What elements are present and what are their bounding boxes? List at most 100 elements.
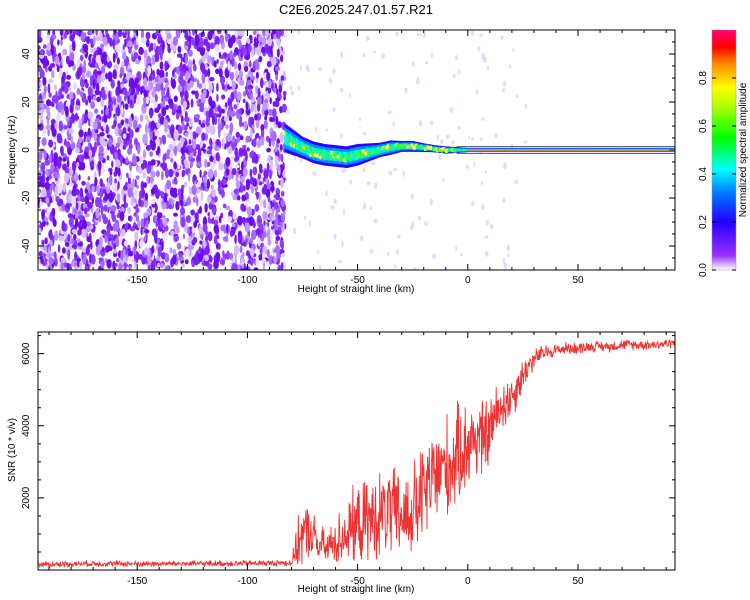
noise-cell	[262, 251, 265, 261]
noise-cell	[121, 188, 124, 198]
y-tick-label: -20	[21, 190, 32, 205]
noise-cell	[224, 32, 229, 43]
noise-cell	[118, 262, 122, 270]
noise-cell	[372, 50, 377, 54]
noise-cell	[163, 118, 168, 129]
noise-cell	[96, 96, 101, 103]
signal-cell	[553, 149, 555, 151]
noise-cell	[305, 64, 310, 70]
noise-cell	[197, 148, 202, 158]
signal-cell	[503, 149, 506, 151]
signal-cell	[591, 149, 594, 151]
noise-cell	[484, 250, 489, 257]
signal-cell	[576, 149, 578, 151]
noise-cell	[451, 140, 455, 145]
noise-cell	[65, 242, 70, 247]
noise-cell	[180, 216, 186, 228]
noise-cell	[266, 222, 270, 227]
noise-cell	[269, 97, 272, 105]
figure-title: C2E6.2025.247.01.57.R21	[279, 2, 433, 17]
noise-cell	[68, 194, 72, 204]
signal-cell	[456, 149, 458, 151]
noise-cell	[473, 161, 476, 168]
noise-cell	[99, 135, 105, 146]
noise-cell	[267, 196, 271, 203]
noise-cell	[55, 154, 58, 164]
noise-cell	[120, 233, 123, 243]
noise-cell	[211, 56, 215, 62]
noise-cell	[200, 94, 204, 100]
signal-cell	[325, 152, 327, 158]
noise-cell	[149, 139, 153, 147]
noise-cell	[333, 233, 337, 240]
noise-cell	[216, 82, 219, 92]
noise-cell	[200, 81, 207, 90]
noise-cell	[508, 64, 512, 70]
noise-cell	[424, 221, 428, 226]
snr-frame	[37, 331, 676, 571]
noise-cell	[470, 30, 474, 36]
signal-cell	[468, 149, 470, 151]
noise-cell	[164, 77, 168, 84]
noise-cell	[184, 140, 188, 146]
noise-cell	[180, 145, 186, 155]
noise-cell	[196, 161, 202, 168]
noise-cell	[172, 36, 178, 46]
noise-cell	[112, 52, 116, 63]
noise-cell	[101, 30, 104, 34]
signal-cell	[537, 149, 540, 151]
noise-cell	[117, 136, 122, 144]
noise-cell	[481, 117, 485, 121]
noise-cell	[166, 188, 170, 194]
noise-cell	[66, 74, 71, 80]
noise-cell	[160, 162, 164, 168]
noise-cell	[139, 114, 144, 123]
noise-cell	[49, 228, 53, 238]
noise-cell	[202, 89, 207, 98]
colorbar-ticks: 0.0 0.2 0.4 0.6 0.8	[698, 71, 736, 277]
noise-cell	[92, 95, 97, 102]
signal-cell	[308, 148, 310, 153]
signal-cell	[566, 149, 568, 151]
noise-cell	[188, 139, 192, 145]
noise-cell	[266, 135, 270, 143]
noise-cell	[48, 139, 54, 148]
signal-cell	[461, 149, 464, 151]
signal-cell	[557, 149, 560, 151]
noise-cell	[502, 197, 506, 204]
noise-cell	[283, 32, 287, 39]
noise-cell	[204, 158, 208, 169]
noise-cell	[187, 236, 192, 245]
noise-cell	[133, 189, 139, 200]
noise-cell	[117, 30, 123, 37]
noise-cell	[205, 116, 210, 127]
signal-cell	[559, 149, 562, 151]
noise-cell	[106, 259, 112, 269]
signal-cell	[662, 149, 664, 151]
noise-cell	[190, 215, 196, 223]
noise-cell	[58, 120, 63, 132]
noise-cell	[263, 119, 268, 130]
signal-cell	[520, 149, 522, 151]
noise-cell	[150, 199, 156, 205]
noise-cell	[110, 234, 115, 240]
signal-cell	[632, 149, 634, 151]
signal-cell	[510, 149, 512, 151]
noise-cell	[51, 62, 56, 68]
noise-cell	[97, 160, 102, 171]
signal-cell	[326, 152, 328, 158]
noise-cell	[222, 203, 227, 209]
noise-cell	[277, 264, 282, 270]
noise-cell	[209, 42, 215, 50]
signal-cell	[583, 149, 585, 151]
noise-cell	[227, 173, 232, 180]
noise-cell	[199, 169, 202, 178]
noise-cell	[214, 44, 220, 53]
noise-cell	[122, 30, 127, 39]
noise-cell	[260, 77, 264, 89]
noise-cell	[215, 152, 220, 162]
heatmap-cells	[38, 30, 675, 270]
noise-cell	[207, 231, 213, 242]
noise-cell	[71, 160, 77, 172]
noise-cell	[268, 202, 271, 213]
